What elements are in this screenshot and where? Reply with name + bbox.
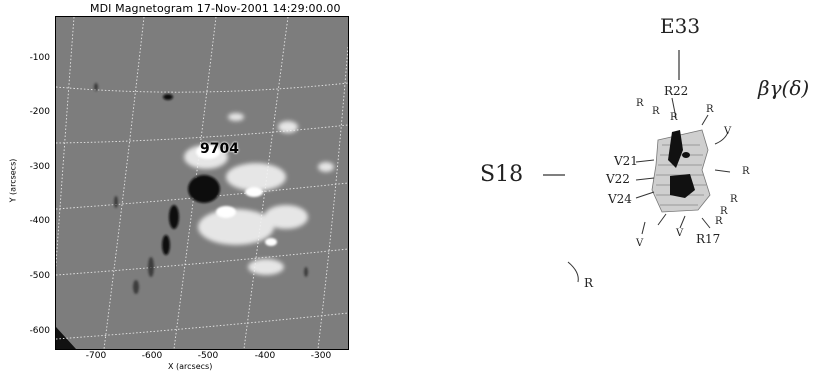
- mark-label: R: [652, 106, 660, 117]
- x-tick: -300: [310, 351, 332, 361]
- spot-label: V24: [608, 192, 632, 206]
- magnetogram-svg: [56, 17, 348, 349]
- mark-label: V: [676, 228, 684, 239]
- y-tick: -200: [29, 107, 50, 117]
- mark-label: R: [742, 166, 750, 177]
- spot-label: R17: [696, 232, 721, 246]
- mark-label: R: [584, 276, 594, 290]
- mark-label: R: [715, 216, 723, 227]
- mark-label: R: [636, 98, 644, 109]
- y-tick: -100: [29, 53, 50, 63]
- y-tick: -400: [29, 216, 50, 226]
- y-tick: -500: [29, 271, 50, 281]
- y-tick: -600: [29, 326, 50, 336]
- spot-label: V21: [614, 154, 638, 168]
- mark-label: R: [706, 104, 714, 115]
- x-tick: -700: [85, 351, 107, 361]
- magnetogram-panel: MDI Magnetogram 17-Nov-2001 14:29:00.00: [0, 0, 360, 379]
- x-tick: -400: [254, 351, 276, 361]
- x-tick: -500: [197, 351, 219, 361]
- classification-label: βγ(δ): [758, 76, 810, 100]
- mark-label: V: [724, 126, 732, 137]
- mark-label: R: [730, 194, 738, 205]
- active-region-label: 9704: [200, 141, 239, 157]
- mark-label: V: [636, 238, 644, 249]
- spot-label: V22: [606, 172, 630, 186]
- x-axis-label: X (arcsecs): [168, 362, 213, 371]
- magnetogram-title: MDI Magnetogram 17-Nov-2001 14:29:00.00: [90, 2, 341, 15]
- x-tick: -600: [141, 351, 163, 361]
- y-tick: -300: [29, 162, 50, 172]
- mark-label: R: [720, 206, 728, 217]
- spot-label: R22: [664, 84, 689, 98]
- latitude-label: S18: [480, 162, 524, 187]
- longitude-label: E33: [660, 14, 701, 38]
- sketch-svg: [543, 50, 731, 283]
- y-axis-label: Y (arcsecs): [8, 158, 18, 203]
- magnetogram-image: 9704: [55, 16, 349, 350]
- mark-label: R: [670, 112, 678, 123]
- sunspot-sketch-panel: E33 S18 βγ(δ) R22 V21 V22 V24 R17 R R R …: [440, 0, 838, 379]
